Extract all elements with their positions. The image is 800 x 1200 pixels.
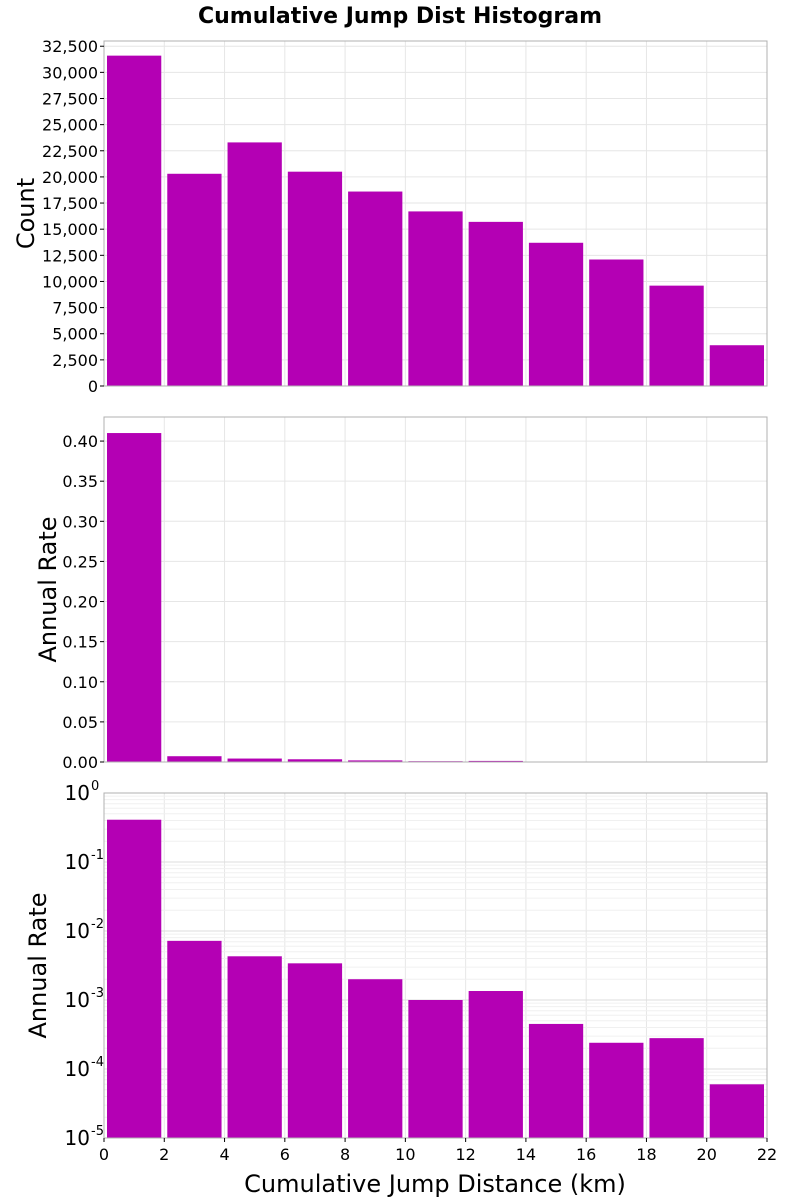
y-tick-label: 10,000 <box>42 272 98 291</box>
y-tick-exponent: -4 <box>91 1055 104 1070</box>
histogram-bar <box>649 1038 704 1138</box>
histogram-bar <box>348 979 403 1138</box>
y-tick-label: 22,500 <box>42 142 98 161</box>
histogram-bar <box>107 819 162 1138</box>
histogram-bar <box>348 191 403 386</box>
y-tick-label: 0.10 <box>62 673 98 692</box>
y-tick-label: 27,500 <box>42 90 98 109</box>
histogram-bar <box>589 259 644 386</box>
histogram-bar <box>167 173 222 386</box>
y-tick-exponent: -3 <box>91 986 104 1001</box>
y-tick-label: 0.00 <box>62 753 98 772</box>
plot-frame <box>103 40 768 387</box>
x-tick-label: 12 <box>455 1145 475 1164</box>
y-tick-label: 5,000 <box>52 325 98 344</box>
histogram-bar <box>468 221 523 386</box>
y-tick-label: 0.20 <box>62 593 98 612</box>
y-tick-label: 12,500 <box>42 246 98 265</box>
y-tick-label: 0 <box>88 377 98 396</box>
rate-linear-histogram-panel: 0.00 0.05 0.10 0.15 0.20 0.25 0.30 0.35 0.40 Annu… <box>34 416 768 772</box>
histogram-bar <box>287 759 343 762</box>
y-tick-label: 17,500 <box>42 194 98 213</box>
y-tick-label: 10 <box>65 919 90 943</box>
histogram-bar <box>107 55 162 387</box>
histogram-bar <box>167 756 222 762</box>
histogram-bar <box>528 242 584 386</box>
y-tick-exponent: -1 <box>91 848 104 863</box>
y-tick-label: 0.40 <box>62 432 98 451</box>
plot-frame <box>103 792 768 1139</box>
x-tick-label: 18 <box>636 1145 656 1164</box>
histogram-bar <box>709 345 764 386</box>
rate-log-histogram-panel: 10 010 -110 -210 -310 -410 -50 2 4 6 8 10 12 14 16 18 20… <box>24 779 777 1164</box>
y-tick-label: 30,000 <box>42 63 98 82</box>
x-tick-label: 0 <box>99 1145 109 1164</box>
y-tick-label: 10 <box>65 1057 90 1081</box>
histogram-bar <box>709 1084 764 1138</box>
histogram-bar <box>589 1042 644 1138</box>
histogram-bar <box>227 142 282 386</box>
histogram-bar <box>107 433 162 762</box>
x-tick-label: 20 <box>697 1145 717 1164</box>
count-histogram-panel: 0 2,500 5,000 7,500 10,000 12,500 15,000 17,500… <box>12 37 768 396</box>
y-axis-label: Annual Rate <box>24 892 52 1038</box>
y-tick-label: 0.15 <box>62 633 98 652</box>
x-tick-label: 14 <box>516 1145 536 1164</box>
histogram-bar <box>287 963 343 1138</box>
histogram-bar <box>287 171 343 386</box>
y-tick-exponent: -2 <box>91 917 104 932</box>
y-tick-label: 10 <box>65 1126 90 1150</box>
y-tick-label: 0.30 <box>62 512 98 531</box>
y-tick-label: 0.35 <box>62 472 98 491</box>
y-axis-label: Annual Rate <box>34 516 62 662</box>
histogram-bar <box>528 1023 584 1138</box>
plot-frame <box>103 416 768 763</box>
x-tick-label: 10 <box>395 1145 415 1164</box>
y-tick-label: 10 <box>65 781 90 805</box>
histogram-bar <box>227 758 282 762</box>
y-tick-label: 0.05 <box>62 713 98 732</box>
histogram-bar <box>408 211 463 386</box>
histogram-bar <box>649 285 704 386</box>
y-tick-label: 15,000 <box>42 220 98 239</box>
histogram-bar <box>408 1000 463 1138</box>
y-tick-label: 7,500 <box>52 299 98 318</box>
x-axis-label: Cumulative Jump Distance (km) <box>244 1170 626 1198</box>
y-tick-label: 20,000 <box>42 168 98 187</box>
x-tick-label: 22 <box>757 1145 777 1164</box>
y-tick-label: 0.25 <box>62 552 98 571</box>
y-tick-label: 10 <box>65 850 90 874</box>
histogram-bar <box>468 760 523 762</box>
histogram-bar <box>227 956 282 1138</box>
y-tick-label: 2,500 <box>52 351 98 370</box>
x-tick-label: 2 <box>159 1145 169 1164</box>
histogram-bar <box>348 760 403 762</box>
y-tick-label: 32,500 <box>42 37 98 56</box>
x-tick-label: 4 <box>219 1145 229 1164</box>
y-tick-label: 25,000 <box>42 116 98 135</box>
histogram-bar <box>468 991 523 1138</box>
y-axis-label: Count <box>12 178 40 249</box>
x-tick-label: 6 <box>280 1145 290 1164</box>
y-tick-label: 10 <box>65 988 90 1012</box>
y-tick-exponent: 0 <box>91 779 99 794</box>
x-tick-label: 8 <box>340 1145 350 1164</box>
chart-title: Cumulative Jump Dist Histogram <box>198 4 602 29</box>
x-tick-label: 16 <box>576 1145 596 1164</box>
histogram-bar <box>167 940 222 1138</box>
y-tick-exponent: -5 <box>91 1124 104 1139</box>
